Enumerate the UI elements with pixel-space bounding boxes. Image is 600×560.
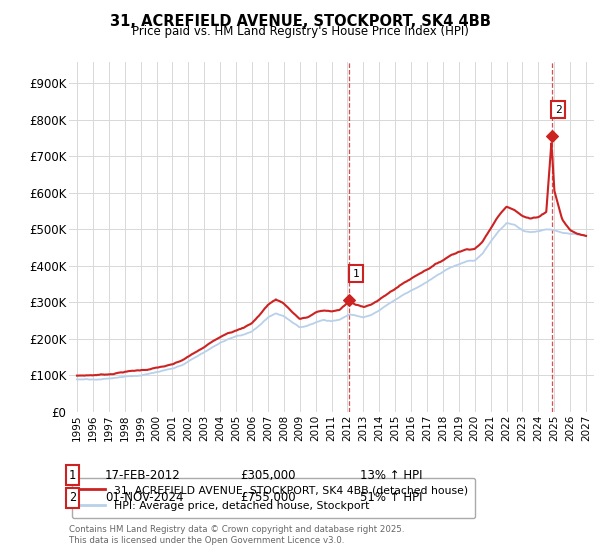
Text: Contains HM Land Registry data © Crown copyright and database right 2025.
This d: Contains HM Land Registry data © Crown c… xyxy=(69,525,404,545)
Text: 2: 2 xyxy=(555,105,562,115)
Text: 2: 2 xyxy=(69,491,76,504)
Legend: 31, ACREFIELD AVENUE, STOCKPORT, SK4 4BB (detached house), HPI: Average price, d: 31, ACREFIELD AVENUE, STOCKPORT, SK4 4BB… xyxy=(72,478,475,518)
Text: 17-FEB-2012: 17-FEB-2012 xyxy=(105,469,181,482)
Text: £755,000: £755,000 xyxy=(240,491,296,504)
Text: 31, ACREFIELD AVENUE, STOCKPORT, SK4 4BB: 31, ACREFIELD AVENUE, STOCKPORT, SK4 4BB xyxy=(110,14,490,29)
Text: 1: 1 xyxy=(69,469,76,482)
Point xyxy=(547,132,556,141)
Text: £305,000: £305,000 xyxy=(240,469,296,482)
Text: 51% ↑ HPI: 51% ↑ HPI xyxy=(360,491,422,504)
Text: Price paid vs. HM Land Registry's House Price Index (HPI): Price paid vs. HM Land Registry's House … xyxy=(131,25,469,38)
Text: 13% ↑ HPI: 13% ↑ HPI xyxy=(360,469,422,482)
Text: 01-NOV-2024: 01-NOV-2024 xyxy=(105,491,184,504)
Text: 1: 1 xyxy=(353,269,359,279)
Point xyxy=(344,296,354,305)
